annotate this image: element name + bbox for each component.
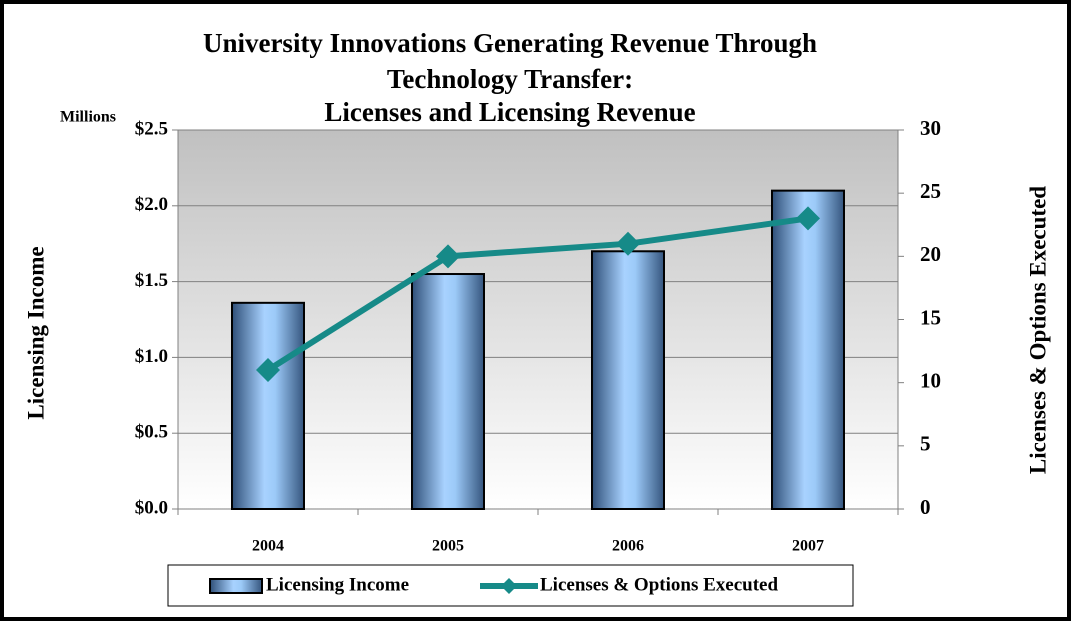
marker xyxy=(436,244,460,269)
legend-swatch xyxy=(209,578,263,594)
y2-tick-label: 5 xyxy=(920,432,931,456)
y-tick-label: $1.5 xyxy=(135,270,168,291)
y-tick-label: $2.5 xyxy=(135,118,168,139)
legend-label: Licenses & Options Executed xyxy=(540,574,778,595)
y-tick-label: $1.0 xyxy=(135,346,168,367)
y-axis-label: Licensing Income xyxy=(23,246,48,419)
y2-tick-label: 15 xyxy=(920,305,941,329)
bar xyxy=(591,250,665,510)
bar xyxy=(771,189,845,510)
legend-marker xyxy=(501,578,517,594)
title-line: University Innovations Generating Revenu… xyxy=(203,28,817,58)
legend-label: Licensing Income xyxy=(266,574,409,595)
line xyxy=(266,215,809,373)
bar xyxy=(231,301,305,510)
title-line: Technology Transfer: xyxy=(387,64,633,94)
y2-tick-label: 25 xyxy=(920,179,941,203)
y2-tick-label: 20 xyxy=(920,242,941,266)
y2-tick-label: 30 xyxy=(920,116,941,140)
y2-tick-label: 0 xyxy=(920,495,931,519)
y2-tick-label: 10 xyxy=(920,368,941,392)
y-tick-label: $0.0 xyxy=(135,497,168,518)
x-tick-label: 2005 xyxy=(432,538,464,555)
x-tick-label: 2004 xyxy=(252,538,284,555)
marker xyxy=(256,358,280,383)
y2-axis-label: Licenses & Options Executed xyxy=(1025,186,1050,474)
marker xyxy=(616,231,640,256)
y-tick-label: $2.0 xyxy=(135,194,168,215)
x-tick-label: 2006 xyxy=(612,538,644,555)
y-unit-label: Millions xyxy=(60,109,116,126)
bar xyxy=(411,273,485,510)
title-line: Licenses and Licensing Revenue xyxy=(324,97,695,127)
x-tick-label: 2007 xyxy=(792,538,824,555)
y-tick-label: $0.5 xyxy=(135,422,168,443)
marker xyxy=(796,206,820,231)
